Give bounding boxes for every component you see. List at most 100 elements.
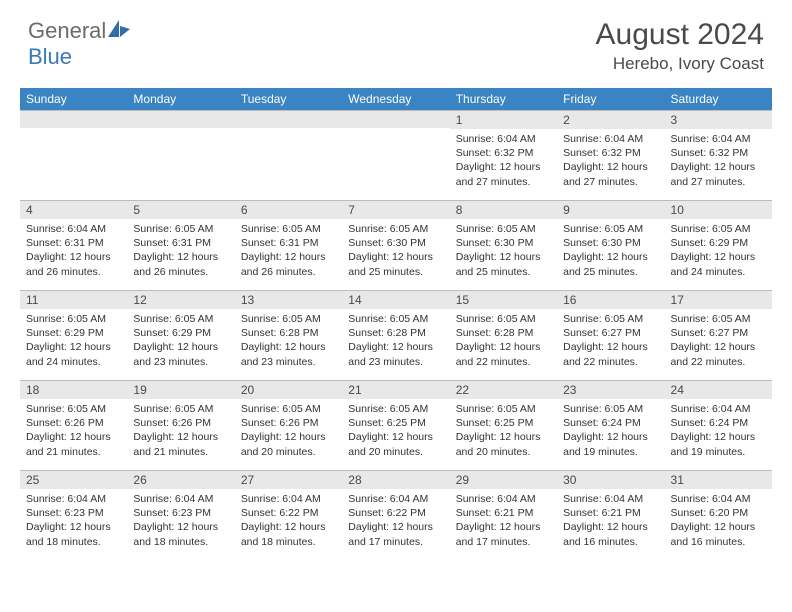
week-row: 11Sunrise: 6:05 AMSunset: 6:29 PMDayligh… [20, 290, 772, 380]
sunset-text: Sunset: 6:28 PM [241, 326, 336, 340]
day-number: 25 [20, 470, 127, 489]
daylight-text: Daylight: 12 hours and 26 minutes. [26, 250, 121, 278]
sunset-text: Sunset: 6:24 PM [563, 416, 658, 430]
sunset-text: Sunset: 6:30 PM [563, 236, 658, 250]
day-content: Sunrise: 6:05 AMSunset: 6:29 PMDaylight:… [665, 219, 772, 283]
day-cell: 23Sunrise: 6:05 AMSunset: 6:24 PMDayligh… [557, 380, 664, 470]
daylight-text: Daylight: 12 hours and 23 minutes. [241, 340, 336, 368]
day-number: 12 [127, 290, 234, 309]
daylight-text: Daylight: 12 hours and 20 minutes. [348, 430, 443, 458]
daylight-text: Daylight: 12 hours and 27 minutes. [563, 160, 658, 188]
day-cell: 17Sunrise: 6:05 AMSunset: 6:27 PMDayligh… [665, 290, 772, 380]
sunrise-text: Sunrise: 6:05 AM [348, 312, 443, 326]
day-content: Sunrise: 6:04 AMSunset: 6:32 PMDaylight:… [557, 129, 664, 193]
sunrise-text: Sunrise: 6:04 AM [671, 132, 766, 146]
sunrise-text: Sunrise: 6:05 AM [456, 402, 551, 416]
title-block: August 2024 Herebo, Ivory Coast [596, 18, 764, 74]
sunset-text: Sunset: 6:22 PM [241, 506, 336, 520]
sunrise-text: Sunrise: 6:05 AM [348, 222, 443, 236]
sunset-text: Sunset: 6:24 PM [671, 416, 766, 430]
day-number: 21 [342, 380, 449, 399]
sunrise-text: Sunrise: 6:04 AM [133, 492, 228, 506]
sunset-text: Sunset: 6:31 PM [133, 236, 228, 250]
day-number: 16 [557, 290, 664, 309]
day-cell: 28Sunrise: 6:04 AMSunset: 6:22 PMDayligh… [342, 470, 449, 560]
day-content: Sunrise: 6:05 AMSunset: 6:26 PMDaylight:… [20, 399, 127, 463]
sunrise-text: Sunrise: 6:05 AM [241, 312, 336, 326]
day-number: 6 [235, 200, 342, 219]
daylight-text: Daylight: 12 hours and 18 minutes. [133, 520, 228, 548]
day-number: 19 [127, 380, 234, 399]
day-content: Sunrise: 6:04 AMSunset: 6:20 PMDaylight:… [665, 489, 772, 553]
sunrise-text: Sunrise: 6:05 AM [563, 312, 658, 326]
sunrise-text: Sunrise: 6:05 AM [241, 222, 336, 236]
day-cell [127, 110, 234, 200]
day-cell: 31Sunrise: 6:04 AMSunset: 6:20 PMDayligh… [665, 470, 772, 560]
weekday-header: Friday [557, 88, 664, 110]
week-row: 25Sunrise: 6:04 AMSunset: 6:23 PMDayligh… [20, 470, 772, 560]
day-number: 31 [665, 470, 772, 489]
day-cell: 1Sunrise: 6:04 AMSunset: 6:32 PMDaylight… [450, 110, 557, 200]
daylight-text: Daylight: 12 hours and 22 minutes. [563, 340, 658, 368]
day-content: Sunrise: 6:05 AMSunset: 6:29 PMDaylight:… [20, 309, 127, 373]
sunrise-text: Sunrise: 6:05 AM [241, 402, 336, 416]
daylight-text: Daylight: 12 hours and 20 minutes. [456, 430, 551, 458]
day-cell: 20Sunrise: 6:05 AMSunset: 6:26 PMDayligh… [235, 380, 342, 470]
sunset-text: Sunset: 6:21 PM [563, 506, 658, 520]
sunrise-text: Sunrise: 6:04 AM [671, 402, 766, 416]
day-cell: 7Sunrise: 6:05 AMSunset: 6:30 PMDaylight… [342, 200, 449, 290]
daylight-text: Daylight: 12 hours and 17 minutes. [456, 520, 551, 548]
daylight-text: Daylight: 12 hours and 25 minutes. [563, 250, 658, 278]
sunset-text: Sunset: 6:31 PM [26, 236, 121, 250]
sunset-text: Sunset: 6:32 PM [671, 146, 766, 160]
daylight-text: Daylight: 12 hours and 18 minutes. [241, 520, 336, 548]
logo: General Blue [28, 18, 130, 70]
weekday-header: Saturday [665, 88, 772, 110]
sunrise-text: Sunrise: 6:05 AM [671, 222, 766, 236]
day-number: 26 [127, 470, 234, 489]
day-content: Sunrise: 6:05 AMSunset: 6:31 PMDaylight:… [127, 219, 234, 283]
sunrise-text: Sunrise: 6:04 AM [671, 492, 766, 506]
sunset-text: Sunset: 6:32 PM [563, 146, 658, 160]
header: General Blue August 2024 Herebo, Ivory C… [0, 0, 792, 82]
day-cell: 9Sunrise: 6:05 AMSunset: 6:30 PMDaylight… [557, 200, 664, 290]
calendar-table: Sunday Monday Tuesday Wednesday Thursday… [20, 88, 772, 560]
day-number: 13 [235, 290, 342, 309]
sunrise-text: Sunrise: 6:05 AM [133, 222, 228, 236]
day-number: 29 [450, 470, 557, 489]
weekday-header-row: Sunday Monday Tuesday Wednesday Thursday… [20, 88, 772, 110]
sunrise-text: Sunrise: 6:05 AM [671, 312, 766, 326]
day-content: Sunrise: 6:04 AMSunset: 6:23 PMDaylight:… [20, 489, 127, 553]
day-content: Sunrise: 6:04 AMSunset: 6:32 PMDaylight:… [450, 129, 557, 193]
empty-day-bar [342, 110, 449, 128]
day-cell: 24Sunrise: 6:04 AMSunset: 6:24 PMDayligh… [665, 380, 772, 470]
daylight-text: Daylight: 12 hours and 26 minutes. [133, 250, 228, 278]
sunset-text: Sunset: 6:29 PM [671, 236, 766, 250]
empty-day-bar [20, 110, 127, 128]
week-row: 1Sunrise: 6:04 AMSunset: 6:32 PMDaylight… [20, 110, 772, 200]
logo-text-blue: Blue [28, 44, 72, 69]
day-number: 7 [342, 200, 449, 219]
sunset-text: Sunset: 6:21 PM [456, 506, 551, 520]
day-cell [20, 110, 127, 200]
day-cell: 12Sunrise: 6:05 AMSunset: 6:29 PMDayligh… [127, 290, 234, 380]
daylight-text: Daylight: 12 hours and 26 minutes. [241, 250, 336, 278]
day-content: Sunrise: 6:05 AMSunset: 6:29 PMDaylight:… [127, 309, 234, 373]
sunset-text: Sunset: 6:27 PM [563, 326, 658, 340]
day-cell: 29Sunrise: 6:04 AMSunset: 6:21 PMDayligh… [450, 470, 557, 560]
sunset-text: Sunset: 6:27 PM [671, 326, 766, 340]
weekday-header: Monday [127, 88, 234, 110]
sunrise-text: Sunrise: 6:04 AM [456, 132, 551, 146]
weekday-header: Wednesday [342, 88, 449, 110]
daylight-text: Daylight: 12 hours and 23 minutes. [133, 340, 228, 368]
empty-day-bar [235, 110, 342, 128]
day-content: Sunrise: 6:05 AMSunset: 6:31 PMDaylight:… [235, 219, 342, 283]
day-cell: 8Sunrise: 6:05 AMSunset: 6:30 PMDaylight… [450, 200, 557, 290]
day-cell: 30Sunrise: 6:04 AMSunset: 6:21 PMDayligh… [557, 470, 664, 560]
sunrise-text: Sunrise: 6:05 AM [456, 222, 551, 236]
day-cell: 18Sunrise: 6:05 AMSunset: 6:26 PMDayligh… [20, 380, 127, 470]
day-cell: 15Sunrise: 6:05 AMSunset: 6:28 PMDayligh… [450, 290, 557, 380]
sunrise-text: Sunrise: 6:04 AM [563, 132, 658, 146]
day-number: 10 [665, 200, 772, 219]
day-content: Sunrise: 6:04 AMSunset: 6:31 PMDaylight:… [20, 219, 127, 283]
